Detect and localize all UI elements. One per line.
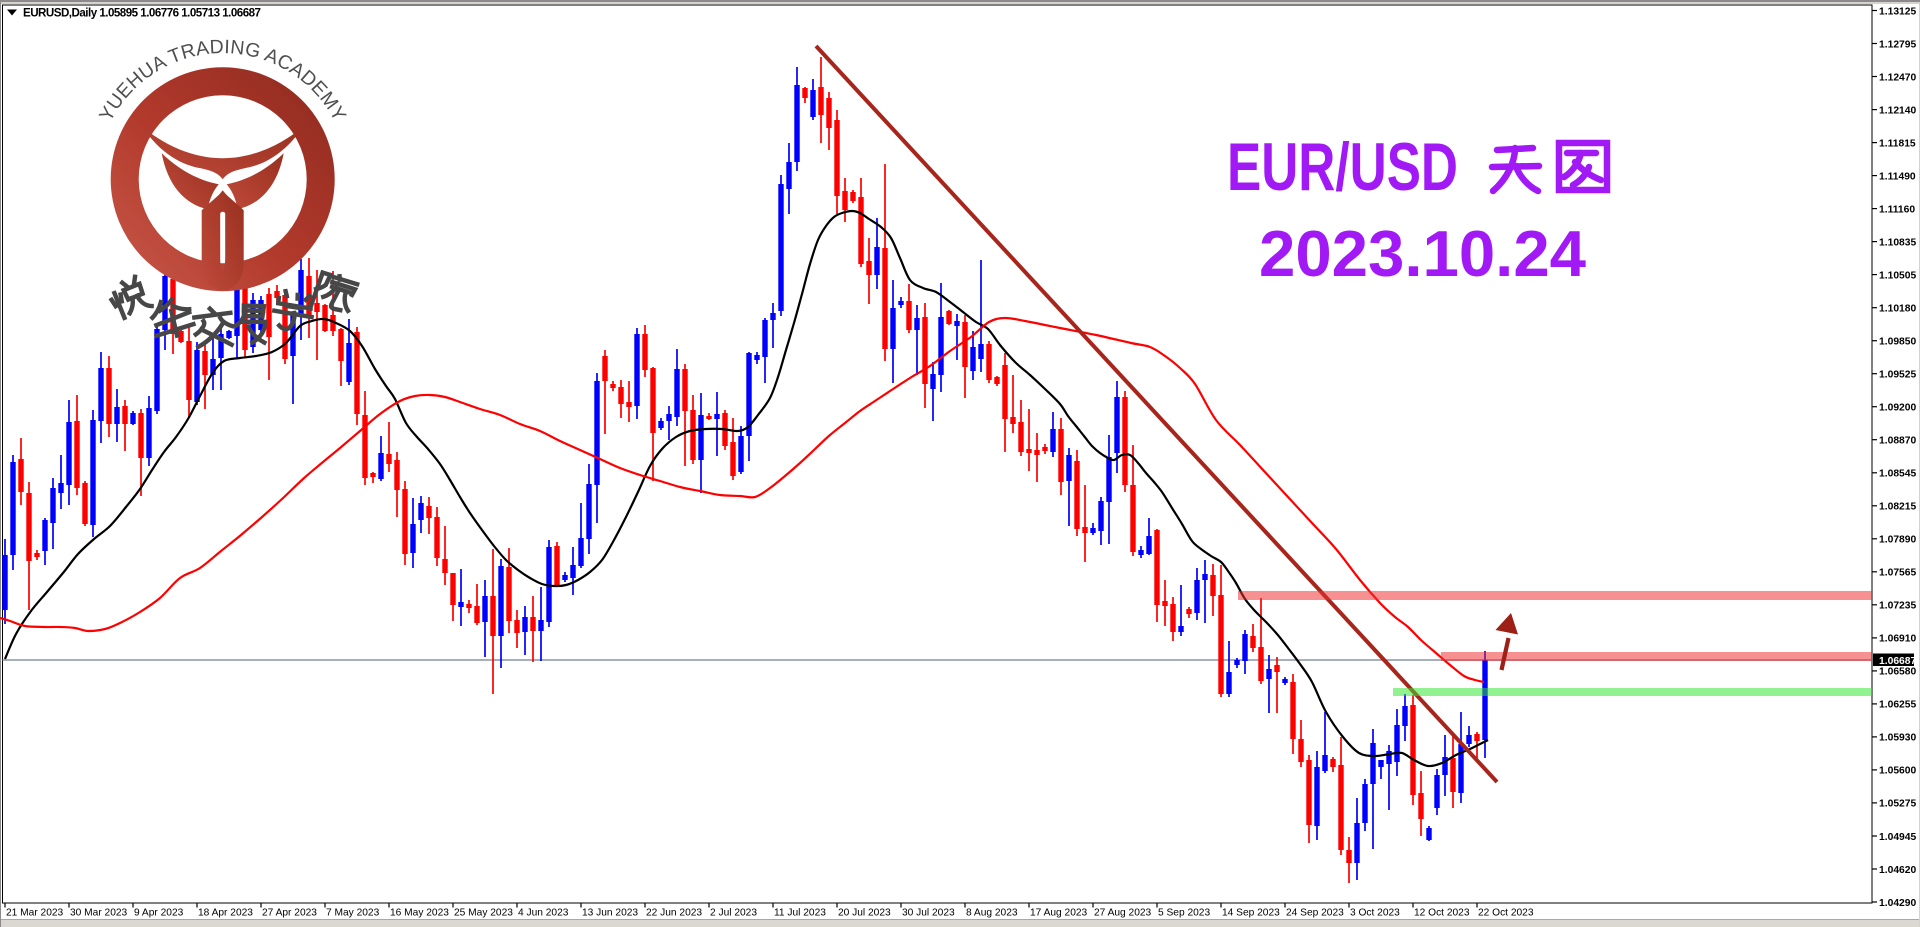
svg-text:1.08215: 1.08215 [1879,502,1916,513]
svg-text:20 Jul 2023: 20 Jul 2023 [838,908,891,919]
svg-text:18 Apr 2023: 18 Apr 2023 [198,908,253,919]
svg-text:14 Sep 2023: 14 Sep 2023 [1222,908,1280,919]
svg-text:1.11490: 1.11490 [1879,171,1916,182]
svg-text:2023.10.24: 2023.10.24 [1259,217,1586,290]
svg-text:1.07235: 1.07235 [1879,601,1916,612]
svg-text:9 Apr 2023: 9 Apr 2023 [134,908,184,919]
svg-text:1.08545: 1.08545 [1879,469,1916,480]
svg-text:13 Jun 2023: 13 Jun 2023 [582,908,638,919]
svg-text:1.07565: 1.07565 [1879,568,1916,579]
svg-text:1.05275: 1.05275 [1879,799,1916,810]
svg-text:1.04945: 1.04945 [1879,832,1916,843]
svg-text:1.11815: 1.11815 [1879,138,1916,149]
svg-text:3 Oct 2023: 3 Oct 2023 [1350,908,1400,919]
svg-text:1.07890: 1.07890 [1879,535,1916,546]
svg-text:7 May 2023: 7 May 2023 [326,908,380,919]
svg-text:1.10835: 1.10835 [1879,237,1916,248]
svg-text:17 Aug 2023: 17 Aug 2023 [1030,908,1088,919]
svg-text:1.04290: 1.04290 [1879,898,1916,909]
svg-text:1.05930: 1.05930 [1879,733,1916,744]
svg-text:21 Mar 2023: 21 Mar 2023 [6,908,64,919]
svg-text:16 May 2023: 16 May 2023 [390,908,449,919]
svg-text:1.06687: 1.06687 [1879,656,1916,667]
svg-text:1.09200: 1.09200 [1879,403,1916,414]
svg-text:24 Sep 2023: 24 Sep 2023 [1286,908,1344,919]
svg-text:1.12140: 1.12140 [1879,105,1916,116]
svg-text:EUR/USD: EUR/USD [1227,129,1458,205]
svg-text:1.11160: 1.11160 [1879,204,1915,215]
svg-text:EURUSD,Daily 1.05895 1.06776: EURUSD,Daily 1.05895 1.06776 1.05713 1.0… [23,7,261,20]
svg-text:1.06255: 1.06255 [1879,700,1916,711]
svg-text:27 Aug 2023: 27 Aug 2023 [1094,908,1152,919]
svg-text:1.05600: 1.05600 [1879,766,1916,777]
svg-text:11 Jul 2023: 11 Jul 2023 [774,908,826,919]
svg-text:1.12795: 1.12795 [1879,39,1916,50]
svg-text:12 Oct 2023: 12 Oct 2023 [1414,908,1470,919]
svg-text:1.09525: 1.09525 [1879,370,1916,381]
svg-text:1.08870: 1.08870 [1879,436,1916,447]
svg-text:1.04620: 1.04620 [1879,865,1916,876]
svg-text:4 Jun 2023: 4 Jun 2023 [518,908,569,919]
svg-text:1.09850: 1.09850 [1879,337,1916,348]
svg-text:30 Jul 2023: 30 Jul 2023 [902,908,955,919]
svg-text:1.06580: 1.06580 [1879,667,1916,678]
svg-text:1.10505: 1.10505 [1879,270,1916,281]
svg-text:25 May 2023: 25 May 2023 [454,908,513,919]
svg-text:27 Apr 2023: 27 Apr 2023 [262,908,317,919]
svg-text:5 Sep 2023: 5 Sep 2023 [1158,908,1210,919]
svg-text:30 Mar 2023: 30 Mar 2023 [70,908,128,919]
svg-text:1.06910: 1.06910 [1879,634,1916,645]
svg-text:22 Jun 2023: 22 Jun 2023 [646,908,702,919]
svg-text:1.13125: 1.13125 [1879,6,1916,17]
svg-text:8 Aug 2023: 8 Aug 2023 [966,908,1018,919]
svg-text:22 Oct 2023: 22 Oct 2023 [1478,908,1534,919]
svg-text:1.12470: 1.12470 [1879,72,1916,83]
svg-text:2 Jul 2023: 2 Jul 2023 [710,908,757,919]
svg-text:1.10180: 1.10180 [1879,304,1916,315]
